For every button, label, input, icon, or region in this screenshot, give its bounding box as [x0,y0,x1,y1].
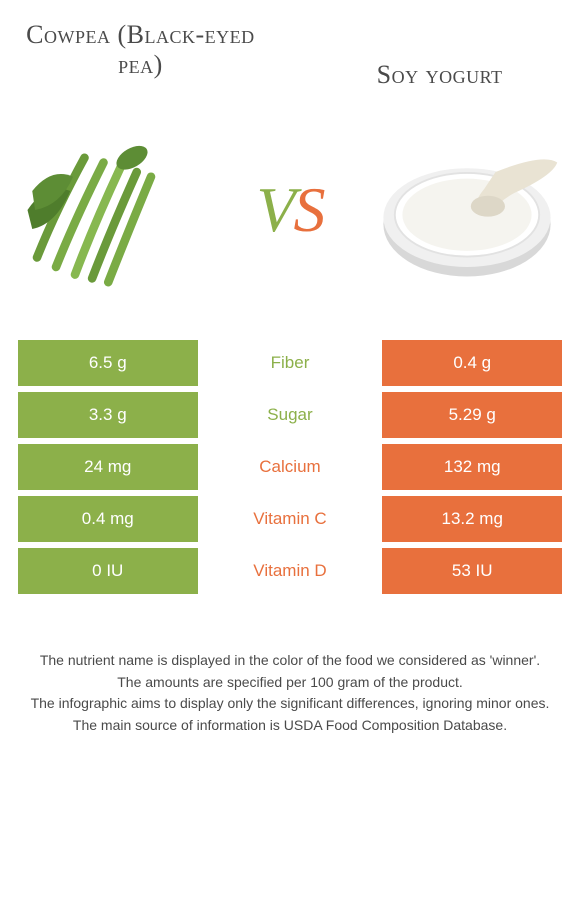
yogurt-icon [372,115,562,305]
footer-line: The amounts are specified per 100 gram o… [28,672,552,694]
infographic-container: Cowpea (Black-eyed pea) Soy yogurt VS [0,0,580,757]
table-row: 0.4 mg Vitamin C 13.2 mg [18,496,562,548]
title-left: Cowpea (Black-eyed pea) [18,20,263,80]
images-row: VS [18,110,562,310]
vs-s: S [294,174,324,245]
right-value: 132 mg [382,444,562,490]
footer-line: The infographic aims to display only the… [28,693,552,715]
nutrient-label: Vitamin C [198,496,383,542]
right-value: 53 IU [382,548,562,594]
table-row: 24 mg Calcium 132 mg [18,444,562,496]
right-value: 5.29 g [382,392,562,438]
table-row: 0 IU Vitamin D 53 IU [18,548,562,600]
left-value: 0 IU [18,548,198,594]
nutrient-label: Vitamin D [198,548,383,594]
right-value: 0.4 g [382,340,562,386]
left-value: 3.3 g [18,392,198,438]
table-row: 3.3 g Sugar 5.29 g [18,392,562,444]
table-row: 6.5 g Fiber 0.4 g [18,340,562,392]
left-value: 6.5 g [18,340,198,386]
vs-v: V [256,174,293,245]
left-value: 0.4 mg [18,496,198,542]
cowpea-icon [18,115,208,305]
footer-notes: The nutrient name is displayed in the co… [18,650,562,737]
nutrient-label: Sugar [198,392,383,438]
right-value: 13.2 mg [382,496,562,542]
left-value: 24 mg [18,444,198,490]
footer-line: The main source of information is USDA F… [28,715,552,737]
cowpea-image [18,115,208,305]
vs-label: VS [256,173,323,247]
footer-line: The nutrient name is displayed in the co… [28,650,552,672]
nutrient-label: Calcium [198,444,383,490]
title-right: Soy yogurt [317,20,562,90]
yogurt-image [372,115,562,305]
nutrient-label: Fiber [198,340,383,386]
comparison-table: 6.5 g Fiber 0.4 g 3.3 g Sugar 5.29 g 24 … [18,340,562,600]
header-row: Cowpea (Black-eyed pea) Soy yogurt [18,20,562,90]
